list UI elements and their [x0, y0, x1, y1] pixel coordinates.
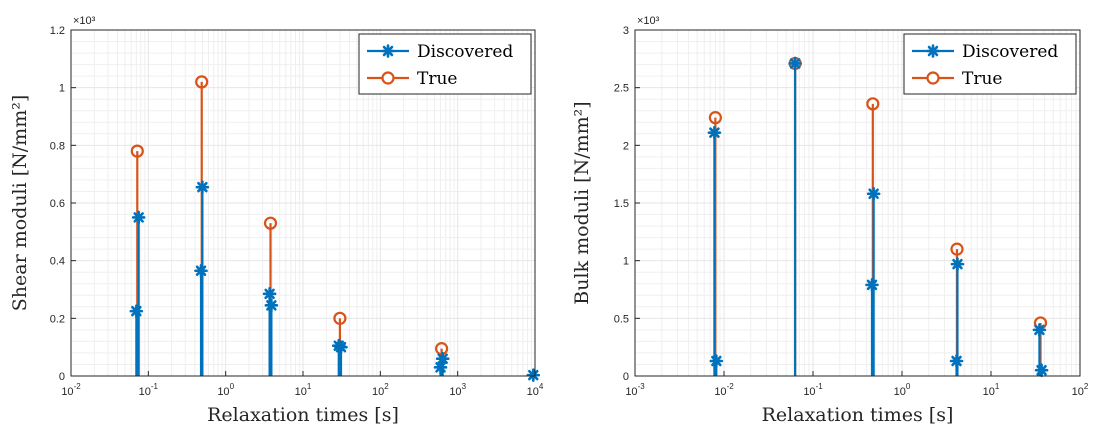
legend-item-discovered: Discovered [912, 42, 1058, 62]
y-tick-label: 0 [623, 371, 629, 383]
discovered-marker [131, 210, 146, 225]
true-marker [950, 242, 964, 256]
x-tick-label: 103 [449, 382, 466, 398]
true-marker [263, 216, 278, 230]
y-axis-label: Bulk moduli [N/mm²] [571, 101, 593, 304]
legend-label: Discovered [962, 42, 1058, 62]
data-marks [129, 75, 541, 382]
legend-asterisk-marker [381, 44, 395, 58]
x-tick-label: 100 [894, 382, 911, 398]
x-tick-label: 104 [527, 382, 544, 398]
y-tick-label: 0.5 [614, 313, 629, 325]
y-axis-label: Shear moduli [N/mm²] [9, 95, 31, 312]
discovered-marker [194, 263, 208, 278]
y-tick-label: 1.5 [614, 198, 629, 210]
discovered-marker [526, 368, 541, 382]
discovered-marker [334, 340, 348, 354]
grid [70, 29, 536, 377]
discovered-marker [788, 56, 802, 71]
legend-circle-marker [381, 71, 395, 85]
x-tick-label: 10-3 [625, 382, 645, 398]
discovered-marker [1034, 363, 1049, 378]
discovered-marker [435, 351, 450, 366]
x-tick-label: 101 [983, 382, 1000, 398]
x-tick-label: 100 [217, 382, 234, 398]
discovered-marker [264, 298, 279, 313]
y-tick-label: 0 [59, 371, 65, 383]
discovered-marker [707, 125, 722, 140]
legend: Discovered True [358, 33, 532, 95]
legend-label: True [417, 69, 457, 89]
discovered-marker [866, 186, 881, 201]
y-tick-label: 3 [623, 25, 629, 37]
legend-item-true: True [912, 69, 1002, 89]
y-tick-label: 0.2 [50, 313, 65, 325]
y-tick-label: 1 [623, 256, 629, 268]
x-tick-label: 10-1 [139, 382, 159, 398]
y-tick-label: 2 [623, 140, 629, 152]
y-tick-label: 1 [59, 83, 65, 95]
legend-circle-marker [926, 71, 940, 85]
legend-item-discovered: Discovered [367, 42, 513, 62]
shear-moduli-chart: 0 0.2 0.4 0.6 0.8 1 1.2 10-2 10-1 100 101 102 103 104… [9, 15, 544, 426]
bulk-moduli-chart: 0 0.5 1 1.5 2 2.5 3 10-3 10-2 10-1 100 101 102 ×10³ Re… [571, 15, 1089, 426]
true-marker [708, 111, 722, 125]
x-axis-label: Relaxation times [s] [762, 404, 954, 426]
y-tick-label: 0.6 [50, 198, 65, 210]
discovered-marker [865, 278, 879, 292]
true-marker [866, 97, 880, 111]
legend-asterisk-marker [926, 44, 940, 58]
discovered-marker [950, 257, 965, 271]
y-multiplier-label: ×10³ [637, 15, 660, 27]
y-tick-label: 0.8 [50, 140, 65, 152]
legend-label: True [962, 69, 1002, 89]
discovered-marker [129, 304, 144, 318]
x-tick-label: 10-1 [803, 382, 823, 398]
true-marker [130, 144, 144, 158]
x-tick-label: 10-2 [714, 382, 734, 398]
discovered-marker [949, 354, 964, 368]
discovered-marker [709, 354, 724, 368]
discovered-marker [433, 360, 448, 375]
y-tick-label: 0.4 [50, 256, 65, 268]
discovered-marker [1032, 323, 1047, 337]
legend-item-true: True [367, 69, 457, 89]
true-marker [333, 311, 347, 325]
data-marks [707, 56, 1049, 378]
legend-label: Discovered [417, 42, 513, 62]
legend: Discovered True [903, 33, 1077, 95]
y-multiplier-label: ×10³ [73, 15, 96, 27]
x-axis-label: Relaxation times [s] [207, 404, 399, 426]
y-tick-label: 1.2 [50, 25, 65, 37]
x-tick-label: 102 [372, 382, 389, 398]
discovered-marker [262, 287, 277, 301]
discovered-marker [195, 180, 210, 194]
legend-box [358, 33, 532, 95]
true-marker [195, 75, 209, 89]
x-tick-label: 10-2 [61, 382, 81, 398]
y-tick-label: 2.5 [614, 83, 629, 95]
x-tick-label: 102 [1072, 382, 1089, 398]
x-tick-label: 101 [295, 382, 312, 398]
